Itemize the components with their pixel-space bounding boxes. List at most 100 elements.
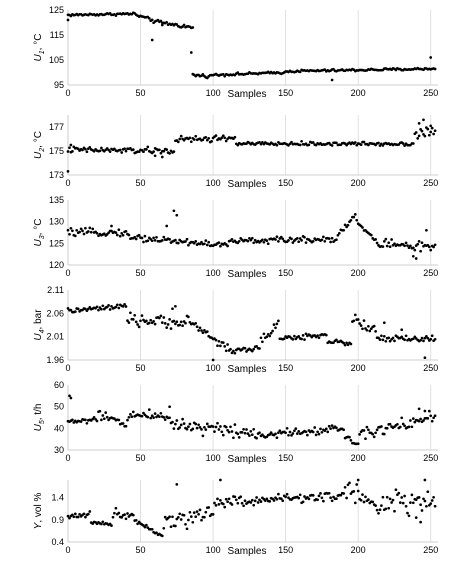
y-axis-label: U5, t/h: [33, 404, 46, 432]
data-point: [420, 129, 424, 133]
data-point: [255, 436, 258, 440]
data-point: [295, 237, 299, 240]
data-point: [184, 522, 187, 526]
data-point: [414, 257, 418, 260]
x-tick-label: 0: [65, 453, 70, 463]
x-tick-label: 50: [136, 363, 146, 373]
data-point: [223, 505, 227, 509]
data-point: [120, 151, 124, 154]
data-point: [162, 235, 166, 239]
data-point: [234, 498, 238, 502]
data-point: [140, 414, 144, 418]
data-point: [329, 427, 332, 430]
data-point: [324, 333, 328, 337]
data-point: [342, 492, 346, 495]
data-point: [332, 341, 335, 344]
data-point: [147, 17, 151, 20]
data-points: [66, 394, 437, 446]
data-point: [207, 240, 211, 244]
data-point: [245, 428, 248, 431]
data-point: [400, 496, 404, 499]
data-point: [278, 429, 282, 433]
data-point: [101, 414, 105, 417]
data-point: [417, 496, 421, 499]
data-point: [409, 501, 412, 504]
data-point: [242, 427, 245, 431]
x-tick-label: 0: [65, 545, 70, 555]
data-point: [311, 141, 315, 144]
data-point: [311, 239, 315, 243]
data-point: [314, 143, 318, 147]
data-point: [355, 483, 359, 486]
data-point: [430, 334, 434, 338]
data-point: [380, 504, 383, 507]
data-point: [265, 335, 269, 339]
data-point: [115, 303, 119, 307]
data-point: [117, 418, 121, 422]
data-point: [163, 515, 167, 519]
data-point: [343, 223, 347, 227]
data-point: [259, 500, 263, 503]
data-point: [403, 244, 406, 248]
data-point: [178, 137, 182, 141]
data-point: [150, 239, 154, 243]
data-point: [150, 18, 154, 22]
data-point: [213, 501, 216, 505]
data-point: [374, 431, 377, 435]
data-point: [275, 322, 279, 326]
data-point: [414, 131, 418, 134]
data-point: [211, 358, 215, 362]
data-point: [272, 499, 276, 502]
data-point: [117, 228, 121, 232]
y-tick-label: 95: [54, 80, 64, 90]
x-tick-label: 250: [423, 178, 438, 188]
data-point: [147, 321, 151, 325]
y-tick-label: 1.4: [51, 493, 64, 503]
data-point: [203, 242, 206, 246]
data-point: [205, 422, 209, 426]
data-point: [397, 491, 401, 495]
data-point: [419, 338, 422, 342]
data-point: [391, 336, 395, 340]
data-point: [201, 138, 205, 142]
x-tick-label: 150: [278, 88, 293, 98]
data-point: [66, 18, 70, 22]
data-point: [274, 238, 277, 241]
x-axis-label: Samples: [228, 364, 267, 375]
data-point: [205, 243, 209, 247]
data-point: [388, 497, 392, 501]
data-point: [316, 498, 319, 502]
data-point: [146, 145, 150, 149]
x-tick-label: 100: [206, 268, 221, 278]
data-point: [126, 512, 129, 515]
data-point: [372, 324, 376, 328]
y-tick-label: 177: [49, 122, 64, 132]
data-point: [384, 339, 388, 343]
data-point: [162, 316, 166, 319]
data-point: [114, 305, 118, 309]
data-point: [361, 327, 364, 331]
x-tick-label: 200: [351, 178, 366, 188]
data-point: [200, 428, 203, 431]
data-point: [320, 496, 324, 500]
data-point: [396, 422, 399, 426]
data-point: [237, 239, 241, 243]
data-point: [425, 504, 428, 508]
data-point: [403, 144, 406, 147]
data-point: [422, 118, 425, 122]
data-point: [79, 227, 83, 231]
y-tick-label: 60: [54, 380, 64, 390]
x-tick-label: 250: [423, 453, 438, 463]
data-point: [179, 423, 183, 427]
data-point: [407, 514, 411, 518]
data-point: [66, 307, 70, 310]
x-tick-label: 100: [206, 178, 221, 188]
data-point: [143, 234, 147, 238]
data-point: [187, 315, 190, 319]
x-tick-label: 0: [65, 88, 70, 98]
data-point: [433, 414, 437, 418]
data-point: [224, 349, 228, 353]
data-point: [426, 417, 430, 420]
data-point: [252, 241, 256, 245]
data-point: [108, 150, 112, 153]
